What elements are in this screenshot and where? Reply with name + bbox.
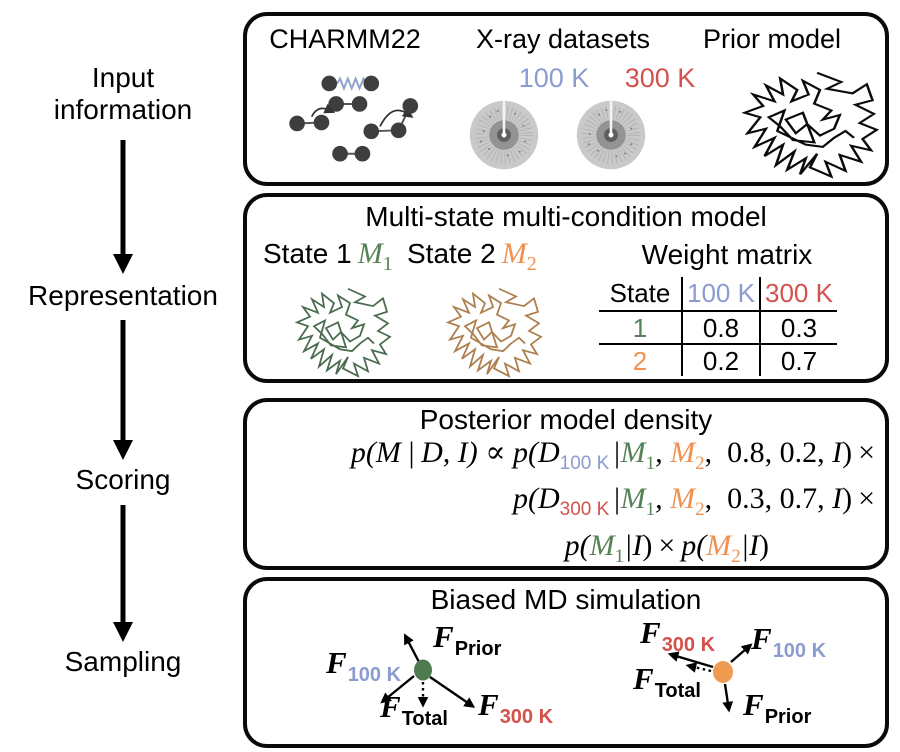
weight-matrix-table: State 100 K 300 K 1 0.8 0.3 2 0.2 0.7: [599, 277, 837, 376]
wm-header-state: State: [609, 278, 671, 308]
wm-header-300k: 300 K: [759, 277, 837, 310]
flow-step-representation: Representation: [28, 280, 218, 311]
representation-title: Multi-state multi-condition model: [365, 201, 767, 232]
temp-label-100k: 100 K: [518, 63, 590, 93]
wm-row2-300k: 0.7: [759, 343, 837, 376]
input-information-box: CHARMM22 X-ray datasets Prior model: [243, 12, 889, 186]
force-label-100k-left: F100 K: [326, 645, 402, 686]
angle-arrow-icon: [379, 107, 414, 127]
wm-row2-100k: 0.2: [681, 343, 759, 376]
temp-label-300k: 300 K: [624, 63, 696, 93]
sampling-box: Biased MD simulation F100 K FPrior FTota…: [243, 577, 889, 748]
diffraction-pattern-300k-icon: [576, 99, 646, 170]
force-label-100k-right: F100 K: [751, 621, 827, 662]
force-arrow-prior-right: [722, 683, 734, 713]
xray-datasets-title: X-ray datasets: [475, 24, 651, 54]
flow-step-scoring: Scoring: [75, 464, 171, 495]
force-diagrams: [380, 633, 753, 713]
spring-bond-icon: [336, 75, 368, 91]
force-label-prior-right: FPrior: [743, 687, 812, 728]
wm-header-100k: 100 K: [681, 277, 759, 310]
wm-row1-100k: 0.8: [681, 310, 759, 343]
state1-structure-icon: [293, 283, 393, 379]
wm-row2-state: 2: [599, 343, 681, 376]
flow-arrows: [113, 140, 133, 642]
representation-box: Multi-state multi-condition model State …: [243, 193, 889, 383]
force-arrow-300k-left: [429, 676, 476, 708]
force-label-total-left: FTotal: [380, 689, 448, 730]
diffraction-pattern-100k-icon: [469, 99, 539, 170]
state1-label: State 1 M1: [263, 237, 393, 275]
force-label-total-right: FTotal: [633, 661, 701, 702]
state2-label: State 2 M2: [407, 237, 537, 275]
scoring-box: Posterior model density p(M | D, I) ∝ p(…: [243, 398, 889, 570]
prior-model-structure-icon: [739, 66, 881, 180]
state2-particle-icon: [713, 661, 733, 683]
weight-matrix-title: Weight matrix: [641, 239, 813, 270]
posterior-density-title: Posterior model density: [419, 404, 713, 435]
flow-step-sampling: Sampling: [64, 646, 182, 677]
equation-line-2: p(D300 K |M1, M2, 0.3, 0.7, I) ×: [513, 482, 875, 520]
state1-particle-icon: [414, 659, 432, 681]
force-label-300k-right: F300 K: [640, 615, 716, 656]
force-label-300k-left: F300 K: [478, 687, 554, 728]
molecule-force-field-icon: [289, 75, 419, 162]
force-arrow-100k-right: [730, 643, 753, 663]
wm-row1-300k: 0.3: [759, 310, 837, 343]
force-label-prior-left: FPrior: [433, 619, 502, 660]
charmm22-title: CHARMM22: [269, 24, 421, 54]
torsion-arrow-icon: [310, 103, 336, 118]
equation-line-3: p(M1|I) × p(M2|I): [564, 529, 769, 567]
force-arrow-300k-right: [667, 651, 714, 669]
state2-structure-icon: [444, 283, 544, 379]
force-arrow-100k-left: [380, 675, 415, 704]
prior-model-title: Prior model: [702, 24, 842, 54]
wm-row1-state: 1: [599, 310, 681, 343]
equation-line-1: p(M | D, I) ∝ p(D100 K |M1, M2, 0.8, 0.2,…: [350, 436, 875, 474]
biased-md-title: Biased MD simulation: [430, 584, 702, 615]
force-arrow-prior-left: [403, 633, 421, 663]
flow-step-input-information: Input information: [53, 62, 193, 125]
